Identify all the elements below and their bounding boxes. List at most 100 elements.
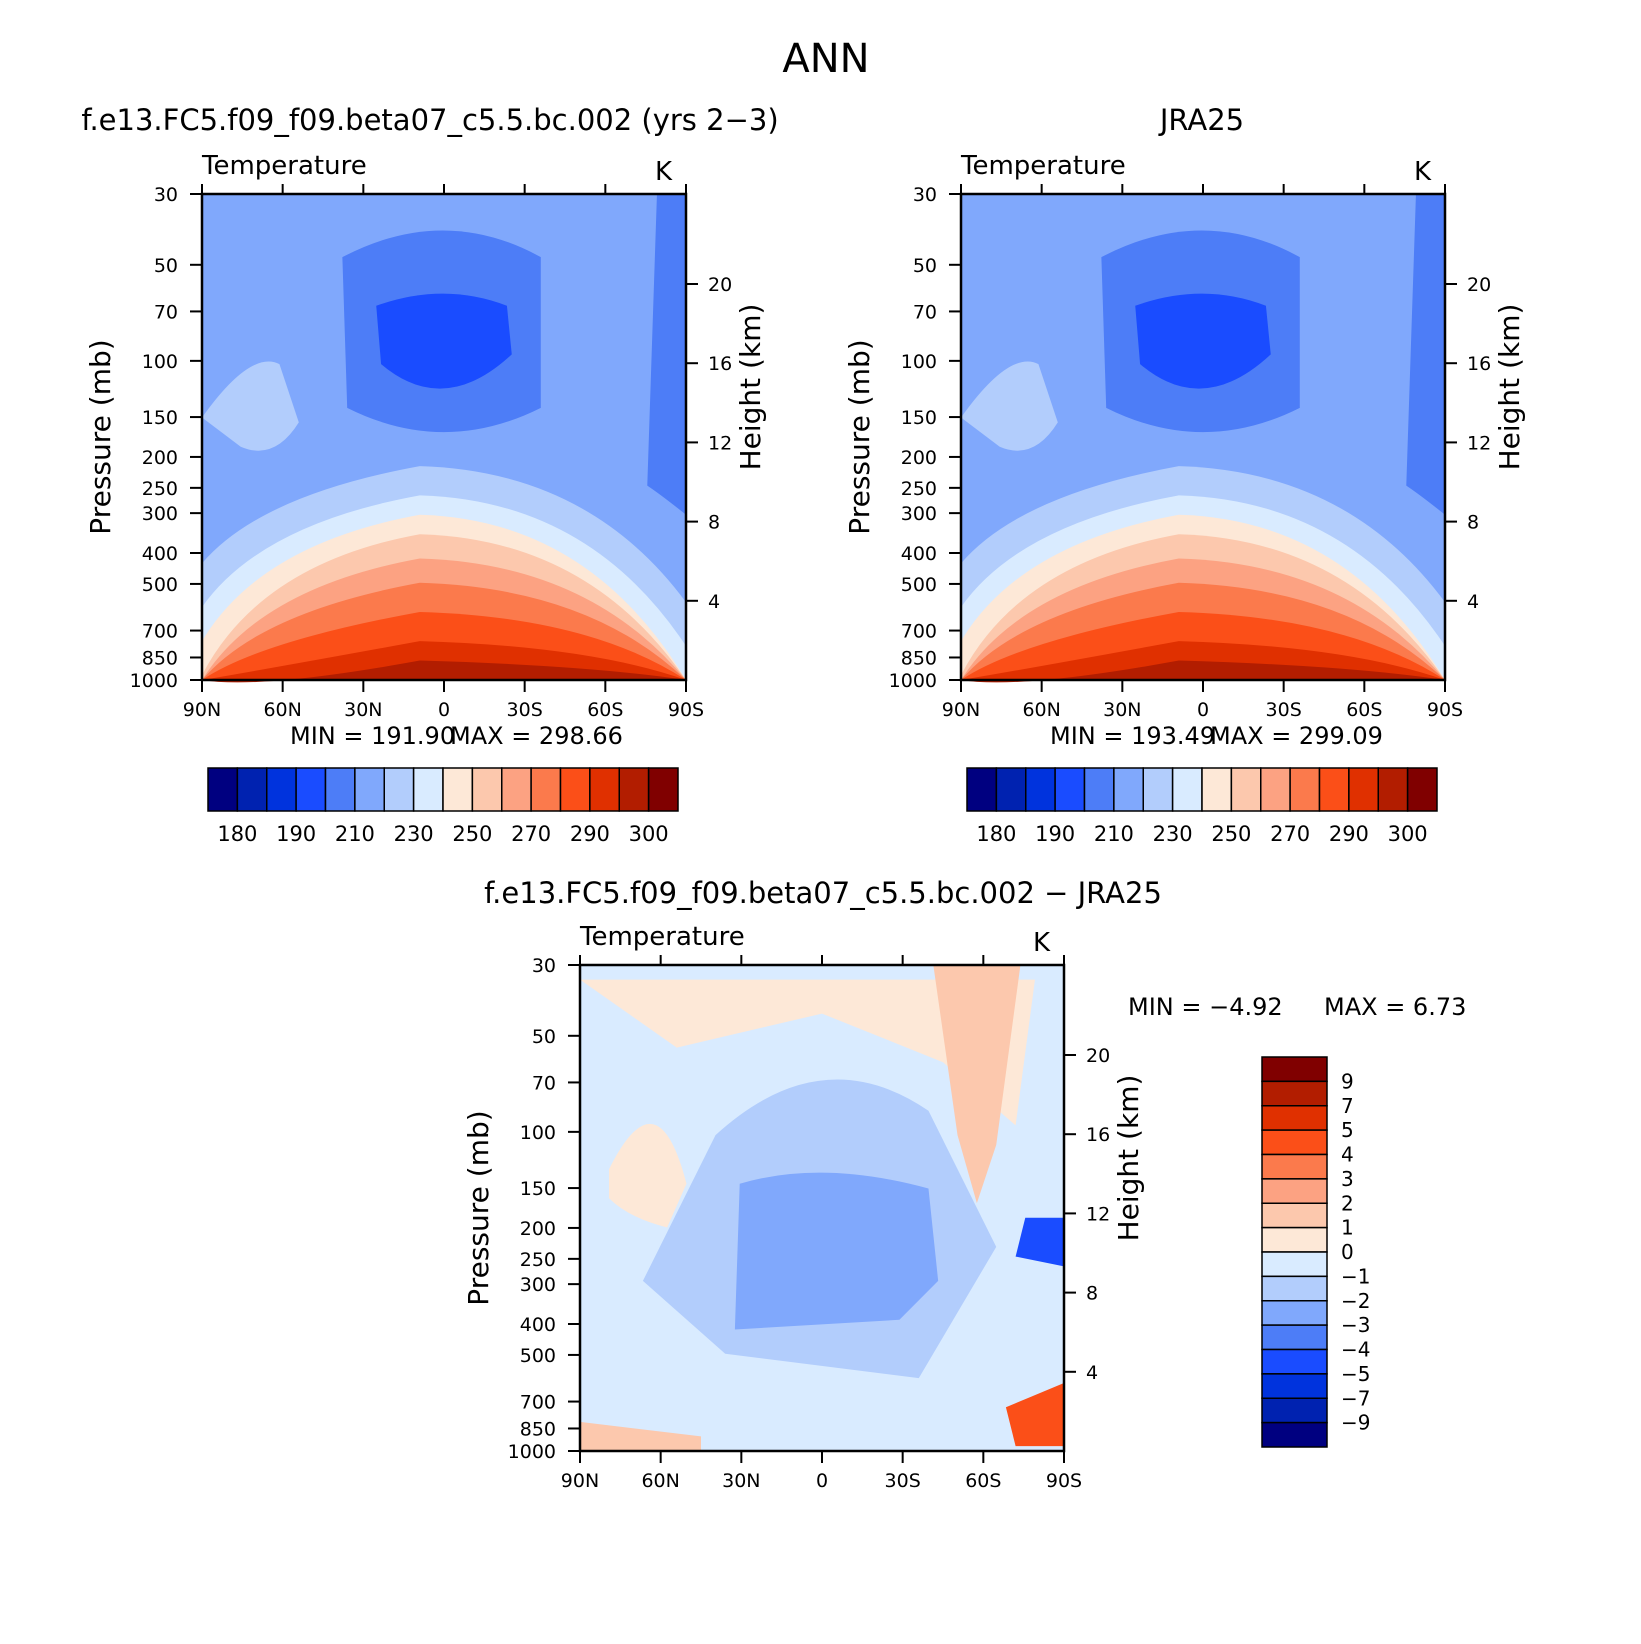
y2-tick-label: 16: [1467, 353, 1491, 375]
y-axis-title: Pressure (mb): [843, 339, 876, 534]
x-tick-label: 60S: [1346, 699, 1382, 721]
x-tick-label: 90S: [1046, 1470, 1082, 1492]
x-tick-label: 60N: [263, 699, 301, 721]
y-tick-label: 400: [901, 543, 937, 565]
colorbar-swatch: [354, 767, 385, 812]
y-tick-label: 200: [901, 447, 937, 469]
polar-band: [1406, 194, 1445, 515]
min-label: MIN = −4.92: [1128, 993, 1283, 1021]
colorbar-label: −9: [1341, 1411, 1370, 1435]
colorbar-label: 230: [1153, 822, 1193, 846]
colorbar-swatch: [1289, 767, 1321, 812]
colorbar-swatch: [471, 767, 503, 812]
y-tick-label: 500: [520, 1345, 556, 1367]
colorbar-swatch: [1113, 767, 1144, 812]
y-tick-label: 30: [154, 184, 178, 206]
y2-tick-label: 16: [708, 353, 732, 375]
y-tick-label: 250: [520, 1249, 556, 1271]
units-label: K: [655, 157, 673, 187]
y2-tick-label: 12: [1467, 432, 1491, 454]
y2-tick-label: 8: [1467, 512, 1479, 534]
y-tick-label: 150: [901, 407, 937, 429]
warm-top: [580, 979, 1035, 1126]
x-tick-label: 0: [1197, 699, 1209, 721]
colorbar-swatch: [1261, 1080, 1328, 1107]
y-tick-label: 250: [901, 478, 937, 500]
colorbar-label: 290: [1329, 822, 1369, 846]
y2-axis-title: Height (km): [734, 304, 767, 471]
colorbar-swatch: [1261, 1324, 1328, 1351]
temperature-band: [961, 660, 1445, 683]
y-tick-label: 100: [901, 351, 937, 373]
colorbar-swatch: [589, 767, 620, 812]
colorbar-swatch: [1261, 1056, 1328, 1083]
x-tick-label: 30S: [1266, 699, 1302, 721]
contour-field: [961, 194, 1445, 683]
y-tick-label: 70: [532, 1072, 556, 1094]
cold-core-inner: [376, 293, 512, 389]
colorbar-swatch: [442, 767, 474, 812]
y-tick-label: 150: [142, 407, 178, 429]
colorbar-swatch: [1142, 767, 1174, 812]
colorbar-swatch: [618, 767, 650, 812]
max-label: MAX = 6.73: [1324, 993, 1466, 1021]
x-tick-label: 90S: [1427, 699, 1463, 721]
polar-band: [647, 194, 686, 515]
colorbar-swatch: [1406, 767, 1438, 812]
y2-tick-label: 16: [1086, 1124, 1110, 1146]
y2-tick-label: 12: [708, 432, 732, 454]
x-tick-label: 60N: [1022, 699, 1060, 721]
colorbar-swatch: [1083, 767, 1115, 812]
y-axis-title: Pressure (mb): [462, 1110, 495, 1305]
axes: 3050701001502002503004005007008501000481…: [81, 103, 778, 750]
y-tick-label: 300: [142, 503, 178, 525]
y2-tick-label: 20: [708, 274, 732, 296]
x-tick-label: 60S: [965, 1470, 1001, 1492]
colorbar-swatch: [559, 767, 591, 812]
x-tick-label: 30S: [507, 699, 543, 721]
y2-tick-label: 4: [1467, 591, 1479, 613]
y-tick-label: 400: [142, 543, 178, 565]
y-tick-label: 850: [901, 647, 937, 669]
units-label: K: [1033, 928, 1051, 958]
y-tick-label: 150: [520, 1178, 556, 1200]
colorbar-swatch: [1201, 767, 1233, 812]
colorbar-swatch: [1377, 767, 1409, 812]
colorbar-swatch: [1348, 767, 1379, 812]
colorbar-swatch: [1261, 1275, 1328, 1302]
y2-axis-title: Height (km): [1493, 304, 1526, 471]
colorbar-label: 230: [394, 822, 434, 846]
colorbar-label: −4: [1341, 1338, 1370, 1362]
x-tick-label: 90S: [668, 699, 704, 721]
x-tick-label: 30N: [344, 699, 382, 721]
cold-core-inner: [1135, 293, 1271, 389]
colorbar-swatch: [1230, 767, 1262, 812]
min-label: MIN = 193.49: [1050, 722, 1215, 750]
y-tick-label: 200: [142, 447, 178, 469]
y-tick-label: 300: [520, 1274, 556, 1296]
y-tick-label: 500: [142, 574, 178, 596]
y-tick-label: 1000: [130, 670, 178, 692]
y-tick-label: 700: [142, 621, 178, 643]
colorbar-label: 2: [1341, 1191, 1354, 1215]
contour-field: [580, 965, 1064, 1451]
colorbar-label: 180: [217, 822, 257, 846]
colorbar-swatch: [1261, 1105, 1328, 1131]
colorbar-swatch: [412, 767, 444, 812]
y-tick-label: 30: [532, 955, 556, 977]
y-tick-label: 1000: [508, 1441, 556, 1463]
cold-spot: [1015, 1217, 1064, 1267]
colorbar-swatch: [207, 767, 239, 812]
warm-sfc: [580, 1421, 701, 1451]
colorbar-label: −3: [1341, 1313, 1370, 1337]
colorbar-label: 190: [1035, 822, 1075, 846]
colorbar-swatch: [1171, 767, 1203, 812]
y2-tick-label: 4: [1086, 1362, 1098, 1384]
y2-tick-label: 12: [1086, 1203, 1110, 1225]
colorbar-swatch: [1261, 1251, 1328, 1278]
colorbar-swatch: [1261, 1153, 1328, 1180]
y-tick-label: 70: [154, 301, 178, 323]
y-tick-label: 250: [142, 478, 178, 500]
y-tick-label: 500: [901, 574, 937, 596]
